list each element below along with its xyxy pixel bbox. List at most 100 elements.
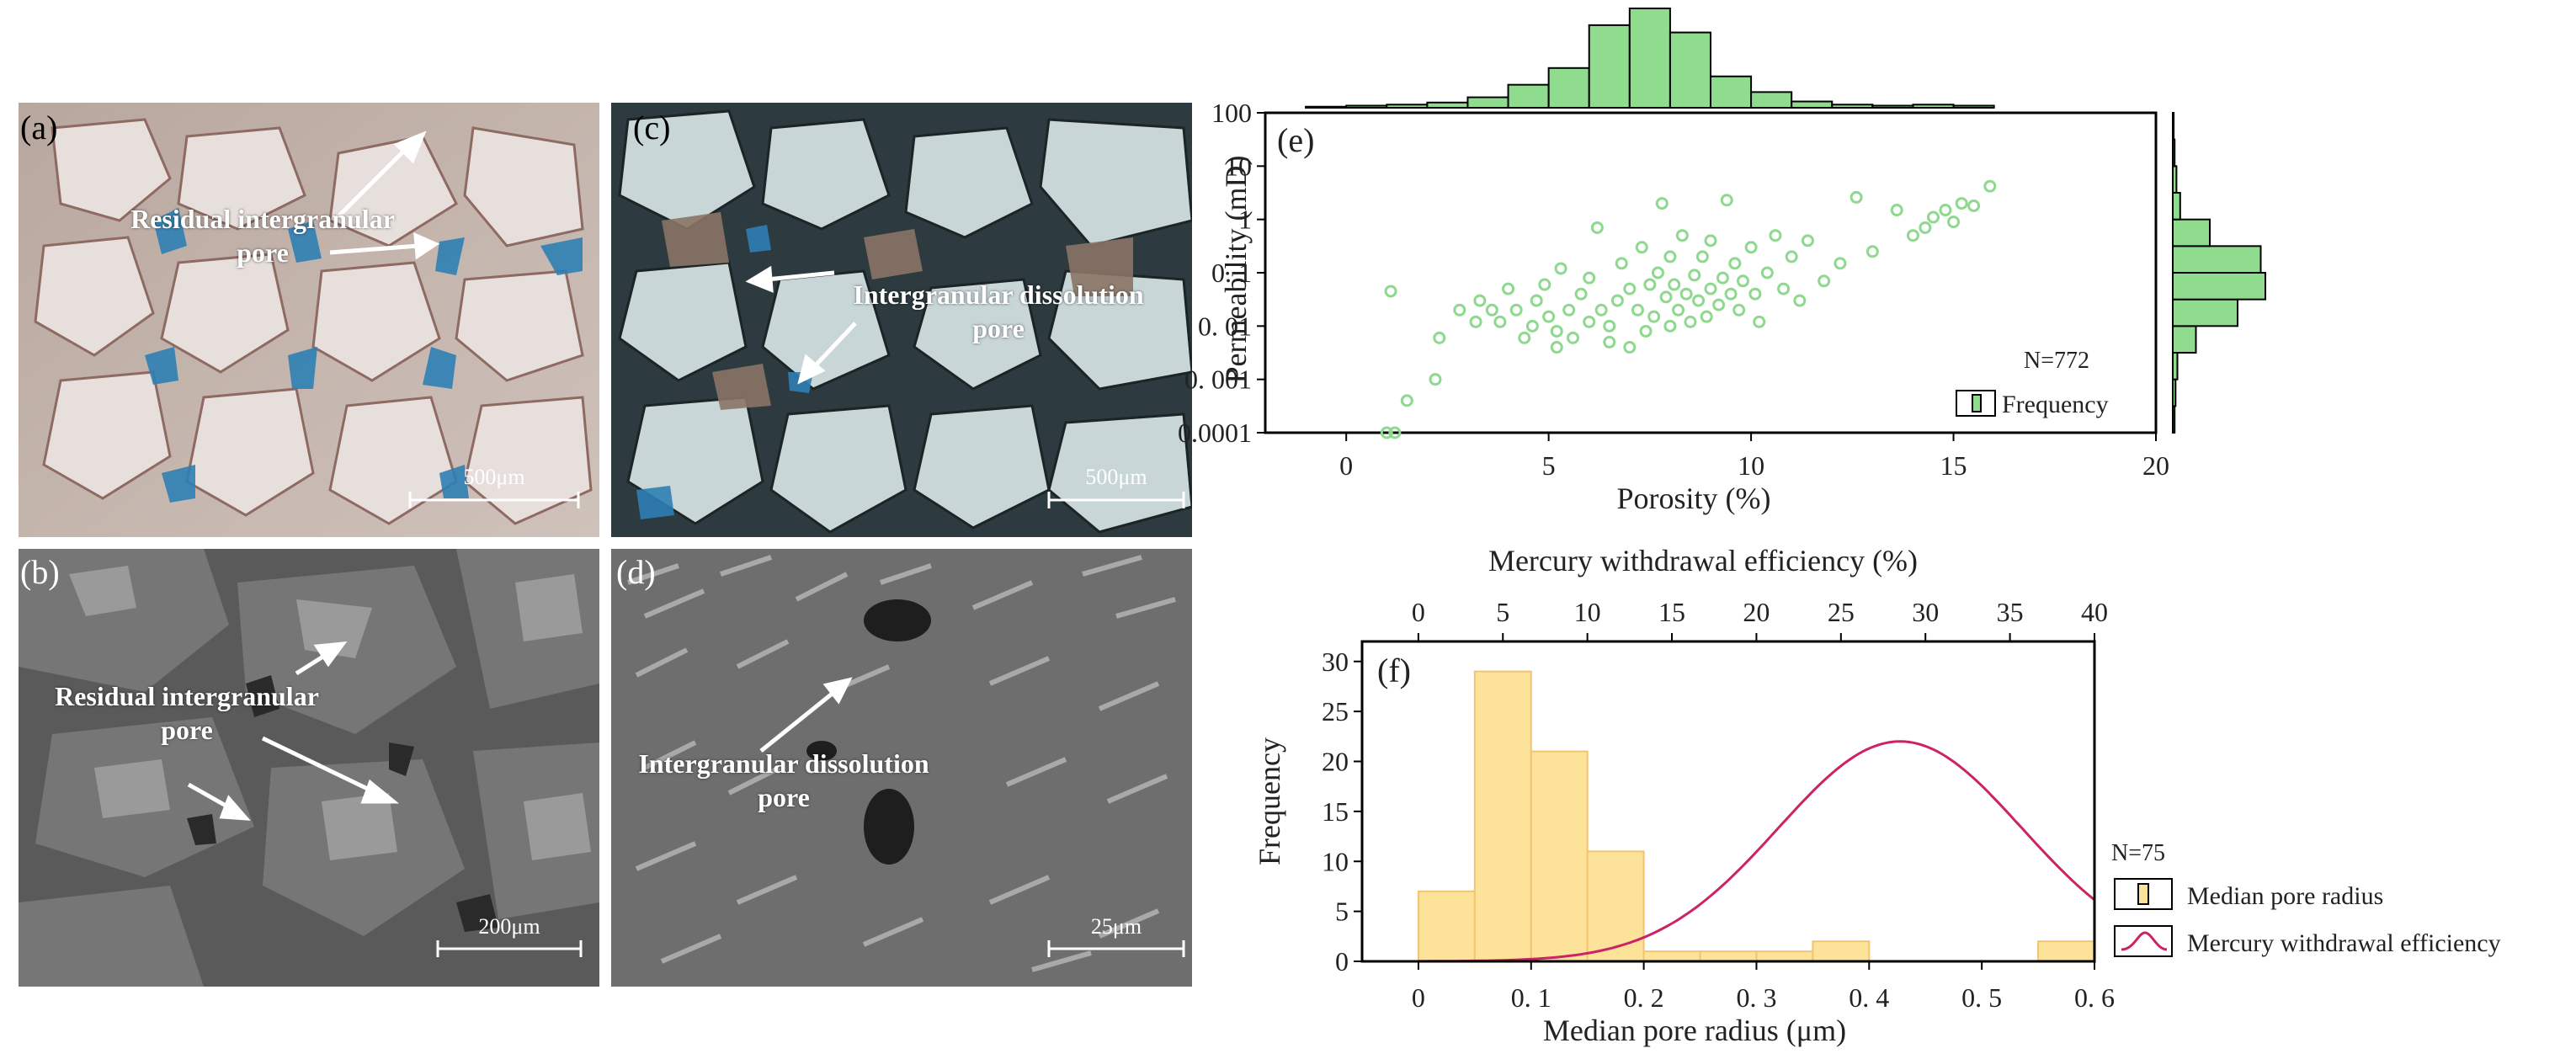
micrograph-c-image (611, 103, 1192, 537)
scatter-point (1672, 303, 1685, 317)
porosity-hist-bar (1628, 8, 1671, 109)
chart-f-x-tick-label: 0. 1 (1511, 982, 1551, 1013)
scatter-point (1692, 294, 1706, 307)
radius-hist-bar (1586, 850, 1645, 962)
chart-f-x-tick-label: 0 (1412, 982, 1425, 1013)
porosity-hist-bar (1547, 67, 1590, 109)
scatter-point (1380, 426, 1393, 439)
chart-f-top-x-tick-label: 5 (1496, 597, 1509, 627)
scatter-point (1967, 199, 1981, 212)
chart-e: 0 5 10 15 20 0.0001 0. 001 0. 01 0. 1 1 10 100 Poros… (1178, 8, 2266, 515)
scatter-point (1927, 210, 1940, 224)
scatter-point (1623, 341, 1637, 354)
micrograph-c: (c) Intergranular dissolution pore 500μm (611, 103, 1192, 537)
scatter-point (1801, 234, 1814, 247)
chart-e-x-tick-label: 15 (1940, 450, 1967, 481)
porosity-hist-bar (1588, 24, 1631, 109)
annotation-a-line1: Residual intergranular (130, 204, 395, 234)
annotation-c: Intergranular dissolution pore (822, 278, 1175, 345)
scatter-point (1473, 294, 1487, 307)
scatter-point (1384, 285, 1397, 298)
chart-e-x-tick-label: 0 (1339, 450, 1353, 481)
legend-f-label-2: Mercury withdrawal efficiency (2187, 929, 2501, 957)
scatter-point (1793, 294, 1807, 307)
chart-e-y-tick-label: 0. 1 (1211, 258, 1252, 288)
scatter-point (1818, 274, 1831, 288)
porosity-hist-bar (1831, 104, 1874, 109)
scatter-point (1562, 303, 1576, 317)
scatter-point (1712, 298, 1726, 311)
permeability-hist-bar (2172, 378, 2177, 407)
scatter-point (1983, 179, 1997, 193)
annotation-c-line1: Intergranular dissolution (853, 279, 1144, 310)
scatter-point (1720, 194, 1733, 207)
micrograph-b-image (19, 549, 599, 987)
radius-hist-bar (1755, 950, 1814, 962)
scatter-point (1542, 310, 1556, 323)
scatter-point (1550, 341, 1563, 354)
scatter-point (1525, 319, 1539, 333)
scatter-point (1700, 310, 1713, 323)
scatter-point (1594, 303, 1608, 317)
scatter-point (1688, 269, 1701, 282)
scale-bar-c: 500μm (1085, 465, 1147, 489)
porosity-hist-bar (1466, 96, 1509, 109)
scatter-point (1493, 315, 1507, 328)
annotation-d-line2: pore (758, 782, 810, 812)
scatter-point (1732, 303, 1746, 317)
porosity-hist-bar (1871, 104, 1914, 109)
legend-e-label: Frequency (2002, 391, 2109, 418)
panel-label-b: (b) (20, 553, 60, 591)
permeability-hist-bar (2172, 298, 2238, 327)
chart-f-panel-label: (f) (1377, 652, 1411, 689)
chart-f-frame (1360, 640, 2096, 963)
scatter-point (1635, 241, 1648, 254)
legend-f-label-1: Median pore radius (2187, 882, 2383, 910)
scatter-point (1955, 197, 1968, 210)
scatter-point (1453, 303, 1466, 317)
scatter-point (1785, 250, 1798, 263)
scatter-point (1834, 257, 1847, 270)
chart-f-top-x-tick-label: 0 (1412, 597, 1425, 627)
scatter-point (1502, 282, 1515, 295)
scatter-point (1679, 287, 1693, 301)
porosity-hist-bar (1305, 105, 1348, 109)
micrograph-a: (a) Residual intergranular pore 500μm (19, 103, 599, 537)
scatter-point (1919, 221, 1932, 234)
permeability-hist-bar (2172, 138, 2176, 168)
scatter-point (1850, 190, 1863, 204)
chart-e-y-tick-label: 1 (1238, 205, 1252, 235)
scale-bar-d: 25μm (1090, 914, 1142, 939)
scale-bar-b: 200μm (478, 914, 540, 939)
scatter-point (1675, 229, 1689, 242)
legend-f-box-2 (2114, 925, 2173, 957)
chart-f-x-tick-label: 0. 5 (1961, 982, 2002, 1013)
chart-f-y-tick-label: 10 (1322, 846, 1349, 876)
annotation-a: Residual intergranular pore (69, 202, 456, 269)
porosity-hist-bar (1750, 91, 1793, 109)
scatter-point (1684, 315, 1697, 328)
permeability-hist-bar (2172, 352, 2179, 380)
permeability-hist-bar (2172, 325, 2197, 354)
scatter-point (1631, 303, 1644, 317)
chart-e-x-tick-label: 20 (2142, 450, 2169, 481)
scatter-point (1760, 266, 1774, 279)
radius-hist-bar (1699, 950, 1758, 962)
scatter-point (1777, 282, 1791, 295)
chart-f-n-label: N=75 (2111, 840, 2165, 866)
micrograph-a-image (19, 103, 599, 537)
annotation-d-line1: Intergranular dissolution (638, 748, 929, 779)
scatter-point (1769, 229, 1782, 242)
chart-e-y-tick-label: 0. 001 (1184, 365, 1252, 395)
scatter-point (1538, 278, 1551, 291)
chart-f-top-x-tick-label: 40 (2081, 597, 2108, 627)
scatter-point (1736, 274, 1749, 288)
porosity-hist-bar (1791, 100, 1834, 109)
radius-hist-bar (1812, 940, 1871, 962)
chart-e-x-tick-label: 10 (1738, 450, 1764, 481)
chart-f-x-tick-label: 0. 2 (1624, 982, 1664, 1013)
chart-f-top-x-tick-label: 30 (1912, 597, 1939, 627)
scatter-point (1716, 271, 1729, 285)
scatter-point (1704, 234, 1717, 247)
